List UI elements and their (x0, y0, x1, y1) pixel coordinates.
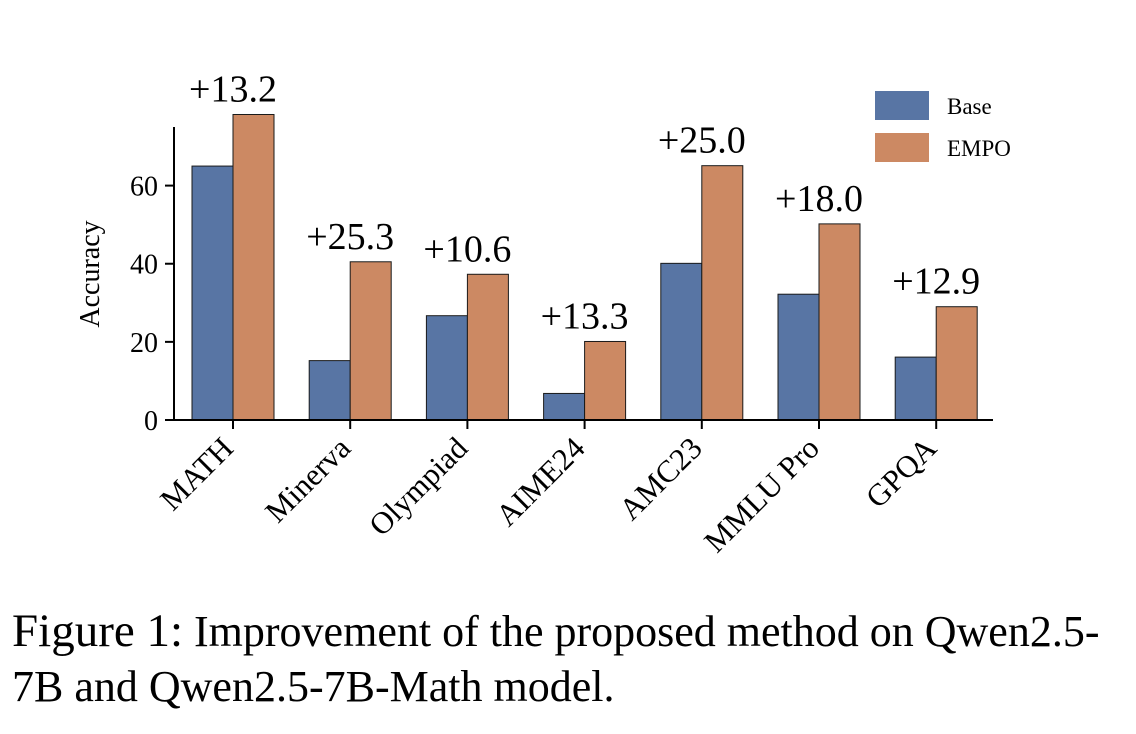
improvement-label: +12.9 (892, 261, 980, 303)
y-tick-label: 0 (144, 406, 158, 437)
bar-base-olympiad (425, 315, 468, 421)
bar-empo-aime24 (584, 340, 627, 421)
x-tick-label: AMC23 (612, 430, 709, 527)
bar-base-minerva (308, 360, 351, 421)
figure-caption: Figure 1: Improvement of the proposed me… (12, 604, 1122, 714)
x-tick-label: Olympiad (362, 430, 475, 543)
improvement-label: +25.3 (306, 216, 394, 258)
x-tick-label: GPQA (859, 430, 944, 515)
bar-empo-olympiad (466, 273, 509, 421)
legend-label-base: Base (947, 94, 992, 119)
bar-chart: +13.2 +25.3 +10.6 +13.3 +25.0 +18.0 +12.9 0 20 4… (75, 68, 1011, 559)
bar-empo-amc23 (701, 165, 744, 421)
bar-base-amc23 (660, 262, 703, 421)
bar-base-math (191, 165, 234, 421)
bar-empo-minerva (349, 261, 392, 421)
caption-text: Improvement of the proposed method on Qw… (12, 607, 1100, 711)
bar-base-aime24 (543, 392, 586, 421)
y-tick-label: 40 (130, 250, 158, 281)
x-tick-label: MATH (153, 430, 240, 517)
bar-empo-math (232, 113, 275, 421)
legend-label-empo: EMPO (947, 136, 1011, 161)
y-tick-label: 20 (130, 328, 158, 359)
legend-swatch-empo (875, 133, 929, 162)
axes-layer (173, 127, 993, 421)
legend: Base EMPO (875, 91, 1011, 162)
caption-label: Figure 1: (12, 605, 184, 657)
bar-empo-mmlu-pro (818, 223, 861, 421)
improvement-label: +25.0 (658, 120, 746, 162)
x-tick-label: AIME24 (489, 430, 592, 533)
improvement-label: +10.6 (423, 228, 511, 270)
annotation-layer: +13.2 +25.3 +10.6 +13.3 +25.0 +18.0 +12.9 (189, 68, 980, 337)
bars-layer (191, 113, 978, 421)
y-ticks: 0 20 40 60 (130, 172, 174, 437)
x-tick-label: MMLU Pro (697, 430, 826, 559)
bar-empo-gpqa (935, 306, 978, 421)
bar-base-gpqa (894, 356, 937, 421)
improvement-label: +13.2 (189, 68, 277, 110)
improvement-label: +13.3 (541, 295, 629, 337)
y-tick-label: 60 (130, 172, 158, 203)
legend-swatch-base (875, 91, 929, 120)
y-axis-label: Accuracy (75, 220, 106, 327)
x-tick-label: Minerva (258, 430, 357, 529)
improvement-label: +18.0 (775, 178, 863, 220)
bar-base-mmlu-pro (777, 293, 820, 421)
